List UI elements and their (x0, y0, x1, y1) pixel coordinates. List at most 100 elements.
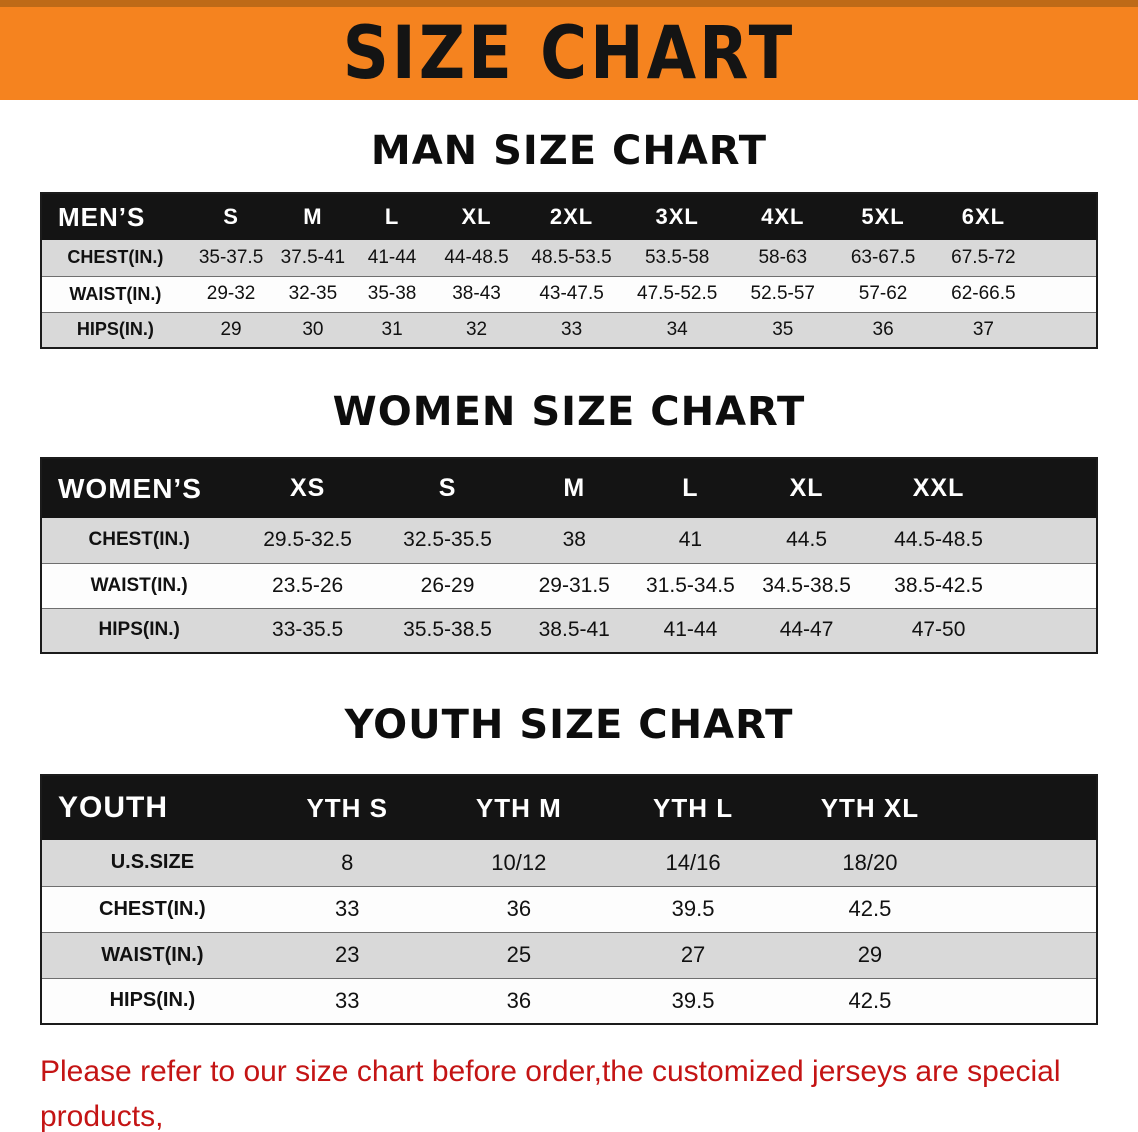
men-section-heading: MAN SIZE CHART (370, 128, 768, 174)
table-cell: 36 (506, 987, 532, 1013)
men-col-header-5xl: 5XL (832, 193, 934, 240)
women-table-title: WOMEN’S (41, 458, 237, 518)
table-cell: 43-47.5 (539, 283, 604, 304)
disclaimer-line-1: Please refer to our size chart before or… (40, 1055, 1061, 1132)
youth-waist-row: WAIST(IN.) 23 25 27 29 (41, 932, 1097, 978)
table-cell: 44-47 (779, 618, 834, 642)
table-cell: 52.5-57 (750, 283, 815, 304)
row-label: U.S.SIZE (110, 851, 195, 874)
spacer-cell (1033, 193, 1097, 240)
men-col-header-6xl: 6XL (933, 193, 1034, 240)
women-col-header-m: M (516, 458, 633, 518)
table-cell: 47-50 (911, 618, 966, 642)
table-cell: 29-32 (206, 283, 256, 304)
men-col-header-3xl: 3XL (621, 193, 733, 240)
men-col-header-4xl: 4XL (732, 193, 833, 240)
table-cell: 33 (561, 318, 583, 340)
table-cell: 42.5 (848, 896, 892, 921)
youth-col-header-yth-m: YTH M (431, 775, 606, 840)
table-cell: 63-67.5 (850, 246, 916, 268)
women-col-header-l: L (632, 458, 749, 518)
disclaimer-text: Please refer to our size chart before or… (40, 1049, 1108, 1132)
women-section-heading: WOMEN SIZE CHART (332, 389, 806, 435)
table-cell: 53.5-58 (644, 246, 710, 268)
spacer-cell (1012, 608, 1097, 653)
table-cell: 38.5-41 (538, 618, 610, 642)
men-header-row: MEN’S S M L XL 2XL 3XL 4XL 5XL 6XL (41, 193, 1097, 240)
page-title: SIZE CHART (342, 11, 796, 96)
spacer-cell (1012, 518, 1097, 563)
table-cell: 31 (381, 318, 403, 340)
men-size-table: MEN’S S M L XL 2XL 3XL 4XL 5XL 6XL CHEST… (40, 192, 1098, 349)
women-col-header-xxl: XXL (864, 458, 1013, 518)
row-label: WAIST(IN.) (69, 283, 162, 304)
men-col-header-s: S (188, 193, 274, 240)
table-cell: 41 (678, 528, 703, 552)
row-label: HIPS(IN.) (76, 319, 154, 340)
youth-col-header-yth-s: YTH S (262, 775, 432, 840)
men-col-header-xl: XL (431, 193, 522, 240)
row-label: WAIST(IN.) (101, 943, 204, 966)
table-cell: 35 (772, 318, 794, 340)
table-cell: 48.5-53.5 (531, 246, 612, 268)
spacer-cell (1034, 240, 1097, 276)
youth-col-header-yth-l: YTH L (605, 775, 781, 840)
table-cell: 30 (302, 318, 324, 340)
youth-col-header-yth-xl: YTH XL (780, 775, 960, 840)
table-cell: 44.5-48.5 (894, 528, 983, 552)
table-cell: 44.5 (786, 528, 827, 552)
youth-hips-row: HIPS(IN.) 33 36 39.5 42.5 (41, 978, 1097, 1024)
table-cell: 29 (220, 318, 242, 340)
row-label: HIPS(IN.) (98, 619, 180, 641)
men-hips-row: HIPS(IN.) 29 30 31 32 33 34 35 36 37 (41, 312, 1097, 348)
row-label: CHEST(IN.) (99, 897, 206, 920)
table-cell: 39.5 (671, 987, 715, 1013)
spacer-cell (1034, 312, 1097, 348)
table-cell: 57-62 (858, 283, 908, 304)
spacer-cell (1012, 563, 1097, 608)
table-cell: 58-63 (758, 246, 808, 268)
table-cell: 27 (680, 942, 706, 967)
table-cell: 38.5-42.5 (894, 573, 983, 597)
table-cell: 25 (506, 942, 532, 967)
table-cell: 29.5-32.5 (263, 528, 352, 552)
row-label: CHEST(IN.) (67, 247, 164, 268)
table-cell: 23.5-26 (272, 573, 344, 597)
table-cell: 29-31.5 (538, 573, 610, 597)
row-label: HIPS(IN.) (109, 989, 196, 1012)
table-cell: 42.5 (848, 987, 892, 1013)
table-cell: 10/12 (491, 849, 547, 875)
table-cell: 44-48.5 (444, 246, 509, 268)
table-cell: 26-29 (420, 573, 475, 597)
table-cell: 29 (857, 942, 883, 967)
table-cell: 35-38 (367, 283, 417, 304)
table-cell: 38-43 (452, 283, 501, 304)
spacer-cell (960, 932, 1097, 978)
spacer-cell (960, 978, 1097, 1024)
table-cell: 14/16 (665, 849, 721, 875)
youth-header-row: YOUTH YTH S YTH M YTH L YTH XL (41, 775, 1097, 840)
table-cell: 31.5-34.5 (646, 573, 735, 597)
table-cell: 47.5-52.5 (637, 283, 718, 304)
spacer-cell (959, 775, 1097, 840)
banner: SIZE CHART (0, 0, 1138, 100)
table-cell: 33 (334, 896, 360, 921)
spacer-cell (1012, 458, 1097, 518)
table-cell: 39.5 (671, 896, 715, 921)
table-cell: 18/20 (842, 849, 898, 875)
youth-section-heading: YOUTH SIZE CHART (344, 702, 794, 748)
youth-ussize-row: U.S.SIZE 8 10/12 14/16 18/20 (41, 840, 1097, 886)
youth-table-title: YOUTH (41, 775, 263, 840)
women-col-header-s: S (378, 458, 517, 518)
women-col-header-xl: XL (748, 458, 865, 518)
table-cell: 33 (334, 987, 360, 1013)
women-size-table: WOMEN’S XS S M L XL XXL CHEST(IN.) 29.5-… (40, 457, 1098, 654)
women-hips-row: HIPS(IN.) 33-35.5 35.5-38.5 38.5-41 41-4… (41, 608, 1097, 653)
spacer-cell (960, 886, 1097, 932)
men-col-header-2xl: 2XL (521, 193, 622, 240)
table-cell: 67.5-72 (951, 246, 1016, 268)
table-cell: 34 (666, 318, 688, 340)
youth-chest-row: CHEST(IN.) 33 36 39.5 42.5 (41, 886, 1097, 932)
table-cell: 37.5-41 (280, 246, 346, 268)
table-cell: 23 (334, 942, 360, 967)
